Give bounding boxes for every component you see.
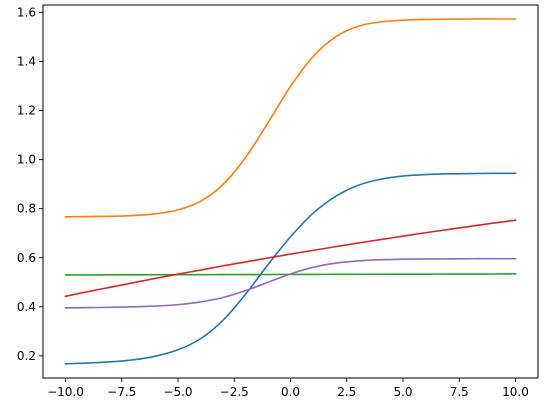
y-tick-label: 1.6: [17, 5, 36, 19]
series-line-1: [64, 172, 517, 365]
y-tick-label: 0.4: [17, 300, 36, 314]
x-tick-label: −7.5: [107, 385, 136, 399]
series-line-4: [64, 219, 517, 298]
y-tick-label: 1.2: [17, 104, 36, 118]
y-axis-ticks: 0.2 0.4 0.6 0.8 1.0 1.2 1.4 1.6: [17, 5, 43, 363]
y-tick-label: 1.4: [17, 54, 36, 68]
x-tick-label: −2.5: [220, 385, 249, 399]
series-line-2: [64, 18, 517, 218]
series-lines: [64, 18, 517, 365]
x-tick-label: −5.0: [163, 385, 192, 399]
plot-frame: [42, 4, 539, 379]
y-tick-label: 1.0: [17, 153, 36, 167]
y-tick-label: 0.2: [17, 349, 36, 363]
x-tick-label: 5.0: [393, 385, 412, 399]
x-tick-label: 0.0: [281, 385, 300, 399]
y-tick-label: 0.8: [17, 202, 36, 216]
x-tick-label: −10.0: [47, 385, 84, 399]
x-tick-label: 10.0: [502, 385, 529, 399]
x-tick-label: 7.5: [450, 385, 469, 399]
x-axis-ticks: −10.0 −7.5 −5.0 −2.5 0.0 2.5 5.0 7.5 10.0: [47, 378, 529, 399]
series-line-5: [64, 257, 517, 309]
y-tick-label: 0.6: [17, 251, 36, 265]
x-tick-label: 2.5: [337, 385, 356, 399]
